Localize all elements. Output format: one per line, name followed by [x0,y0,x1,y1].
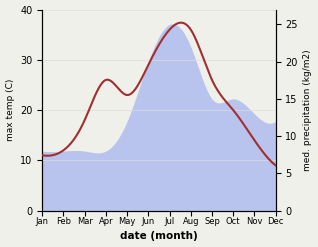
Y-axis label: max temp (C): max temp (C) [5,79,15,141]
Y-axis label: med. precipitation (kg/m2): med. precipitation (kg/m2) [303,49,313,171]
X-axis label: date (month): date (month) [120,231,198,242]
